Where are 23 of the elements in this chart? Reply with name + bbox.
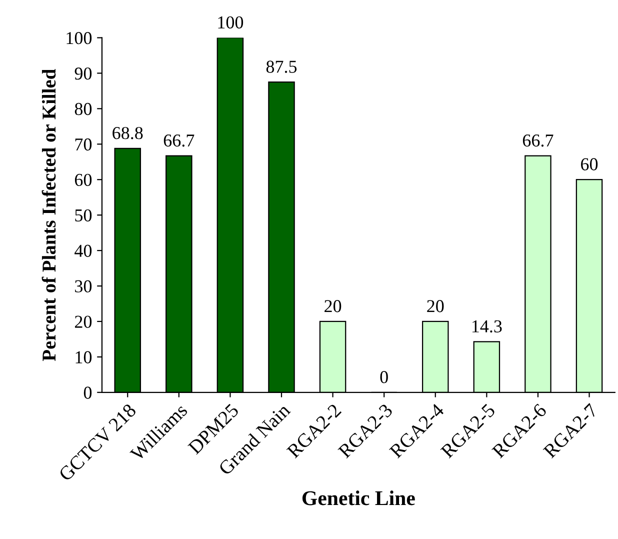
y-axis-title: Percent of Plants Infected or Killed (42, 69, 56, 361)
y-tick-label: 80 (74, 102, 92, 116)
data-label: 66.7 (164, 134, 194, 147)
data-label: 20 (324, 300, 342, 312)
y-tick-label: 0 (84, 386, 92, 399)
data-label: 66.7 (522, 134, 554, 147)
data-label: 20 (427, 300, 444, 312)
data-label: 14.3 (472, 320, 502, 333)
x-axis-title: Genetic Line (302, 490, 415, 506)
data-label: 100 (218, 16, 244, 29)
y-tick-label: 10 (76, 351, 92, 364)
y-tick-label: 20 (74, 316, 92, 328)
y-tick-label: 30 (75, 280, 92, 292)
data-label: 87.5 (266, 60, 297, 73)
y-tick-label: 60 (74, 174, 92, 186)
data-label: 60 (581, 158, 598, 170)
y-tick-label: 100 (66, 32, 92, 44)
y-tick-label: 50 (75, 209, 92, 222)
data-label: 68.8 (112, 126, 143, 140)
y-tick-label: 70 (75, 138, 92, 151)
y-tick-label: 40 (74, 244, 92, 257)
y-tick-label: 90 (74, 67, 92, 80)
data-label: 0 (380, 370, 388, 384)
